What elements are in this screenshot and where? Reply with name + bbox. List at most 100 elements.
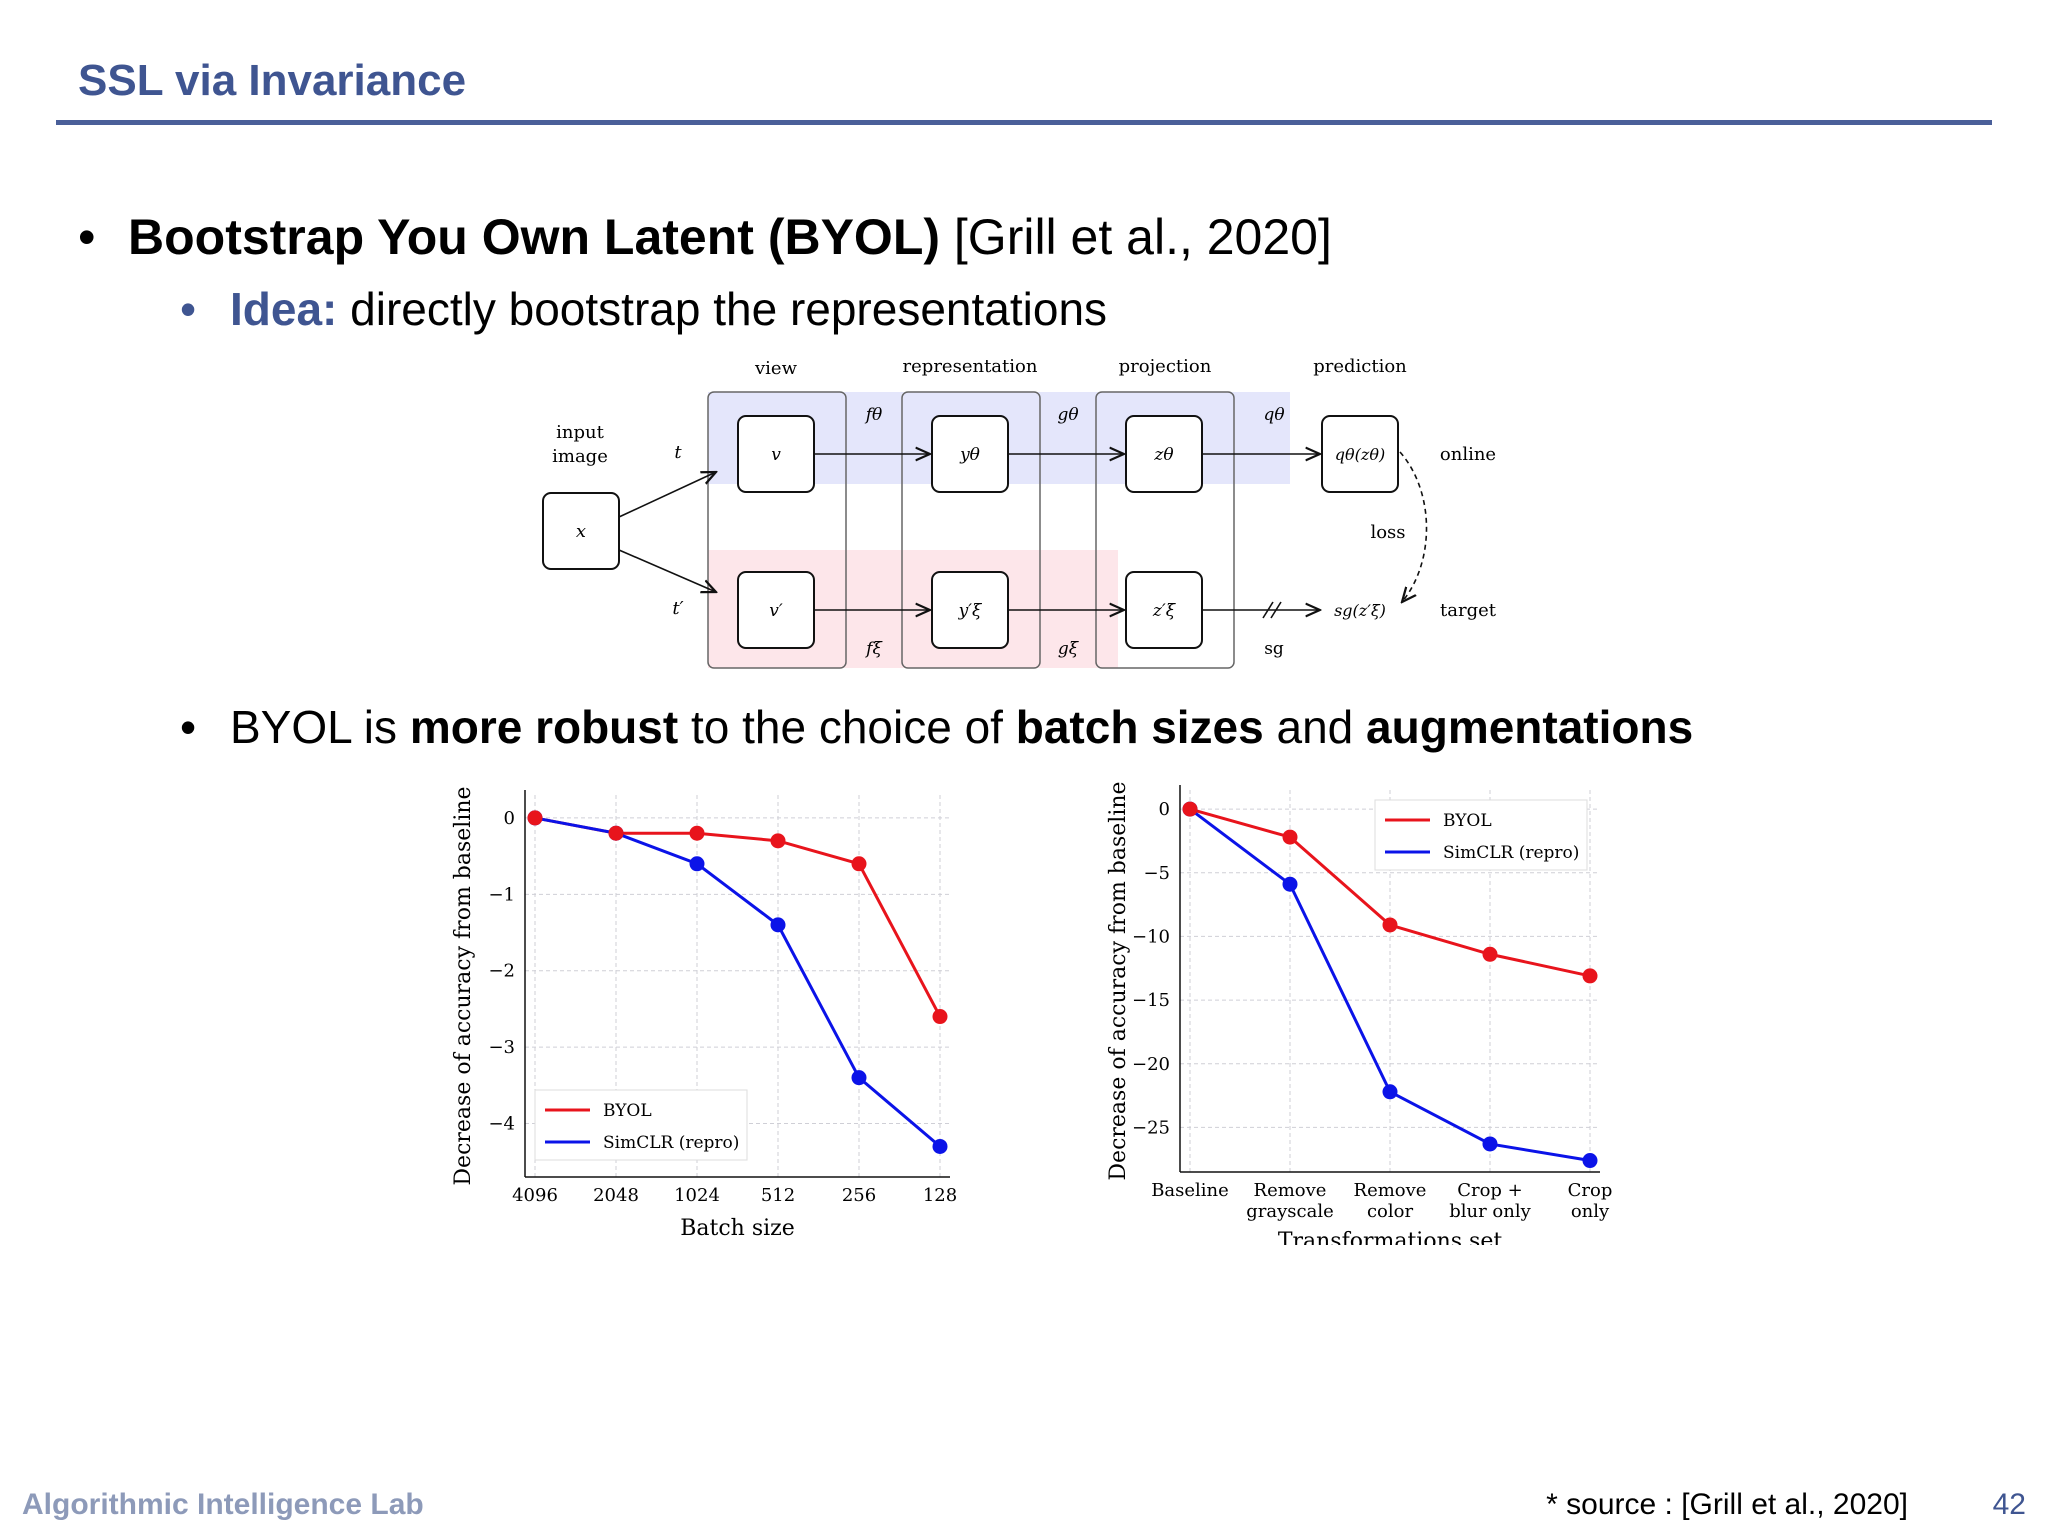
legend-label: SimCLR (repro) [1443,843,1579,863]
view-column [707,391,847,669]
y-tick-label: 0 [504,808,515,829]
bullet-byol: • Bootstrap You Own Latent (BYOL) [Grill… [78,208,1332,266]
target-fn-sg: sg [1264,639,1284,659]
x-tick-label: 512 [761,1185,795,1206]
x-tick-label: Crop + blur only [1449,1180,1531,1222]
slide-title: SSL via Invariance [78,56,467,105]
y-tick-label: −3 [488,1037,515,1058]
x-tick-label: 256 [842,1185,876,1206]
x-tick-label: 128 [923,1185,957,1206]
target-sg-label: sg(z′ξ) [1334,601,1386,620]
t-prime-label: t′ [672,598,683,619]
online-node-view-label: v [771,445,781,465]
target-fn-f: fξ [864,639,883,659]
online-node-prediction-label: qθ(zθ) [1335,445,1385,464]
y-tick-label: −5 [1143,863,1170,884]
y-axis-label: Decrease of accuracy from baseline [1106,781,1131,1180]
y-tick-label: −25 [1132,1117,1170,1138]
bullet-idea-text: directly bootstrap the representations [337,283,1108,335]
page-number: 42 [1992,1488,2026,1521]
target-node-view-label: v′ [769,601,783,621]
y-tick-label: −20 [1132,1054,1170,1075]
data-point-byol [1582,968,1598,984]
data-point-simclr-repro- [1382,1084,1398,1100]
online-node-representation-label: yθ [959,445,980,465]
representation-column [901,391,1041,669]
bullet-byol-citation: [Grill et al., 2020] [940,209,1332,265]
legend-box [534,1089,748,1161]
data-point-byol [1482,946,1498,962]
loss-label: loss [1370,522,1405,543]
online-fn-g: gθ [1057,405,1078,425]
header-prediction: prediction [1313,356,1407,377]
footer-source: * source : [Grill et al., 2020] [1546,1488,1908,1521]
target-node-representation-label: y′ξ [958,601,983,621]
legend-label: BYOL [1443,811,1492,831]
legend-label: BYOL [603,1101,652,1121]
target-label: target [1440,600,1497,621]
data-point-simclr-repro- [1282,876,1298,892]
data-point-byol [608,825,624,841]
series-line-simclr-repro- [534,816,941,1148]
bullet-dot: • [180,283,197,335]
data-point-byol [932,1009,948,1025]
stop-gradient-mark-1 [1262,601,1274,619]
y-tick-label: −10 [1132,926,1170,947]
data-point-byol [770,833,786,849]
footer-lab-name: Algorithmic Intelligence Lab [22,1488,424,1521]
bullet-dot: • [180,701,197,753]
x-axis-label: Batch size [680,1216,795,1241]
batch-size-chart: 0 −1 −2 −3 −4 4096 2048 1024 512 256 128 Batch size… [451,786,957,1241]
bullet-robust-b3: augmentations [1366,701,1694,753]
header-representation: representation [903,356,1038,377]
title-divider [56,120,1992,125]
series-line-byol [534,816,942,1018]
input-label-line1: input [556,422,604,443]
bullet-idea: • Idea: directly bootstrap the represent… [180,282,1108,336]
y-tick-label: 0 [1159,799,1170,820]
bullet-robust-b1: more robust [409,701,679,753]
x-tick-label: Remove grayscale [1246,1180,1334,1222]
data-point-byol [689,825,705,841]
target-fn-g: gξ [1058,639,1080,659]
online-node-prediction [1321,415,1399,493]
y-tick-label: −4 [488,1114,515,1135]
x-tick-label: 2048 [593,1185,639,1206]
input-node-label: x [576,521,586,542]
t-label: t [674,442,682,463]
y-tick-label: −15 [1132,990,1170,1011]
input-node [542,492,620,570]
data-point-simclr-repro- [932,1138,948,1154]
x-tick-label: 4096 [512,1185,558,1206]
x-tick-label: Crop only [1568,1180,1613,1222]
bullet-dot: • [78,209,96,265]
bullet-robust-t2: to the choice of [678,701,1016,753]
data-point-simclr-repro- [851,1070,867,1086]
byol-architecture-diagram: view representation projection predictio… [542,356,1497,669]
y-axis-label: Decrease of accuracy from baseline [451,786,476,1185]
online-fn-f: fθ [864,405,883,425]
data-point-simclr-repro- [1482,1136,1498,1152]
bullet-robust-t1: BYOL is [230,701,410,753]
data-point-simclr-repro- [1582,1153,1598,1169]
data-point-byol [527,810,543,826]
x-axis-label: Transformations set [1278,1229,1503,1245]
loss-arrow [1399,451,1428,602]
data-point-byol [851,856,867,872]
y-tick-label: −2 [488,961,515,982]
data-point-byol [1182,801,1198,817]
x-tick-label: 1024 [674,1185,720,1206]
y-tick-label: −1 [488,884,515,905]
header-view: view [754,358,798,379]
bullet-idea-label: Idea: [230,283,338,335]
data-point-simclr-repro- [770,917,786,933]
legend-label: SimCLR (repro) [603,1133,739,1153]
bullet-robust: • BYOL is more robust to the choice of b… [180,700,1694,754]
online-fn-q: qθ [1263,405,1284,425]
legend-box [1374,799,1588,871]
bullet-robust-b2: batch sizes [1015,701,1264,753]
data-point-byol [1282,829,1298,845]
transformations-chart: 0 −5 −10 −15 −20 −25 Baseline Remove grayscale Re… [1106,781,1613,1245]
data-point-byol [1382,917,1398,933]
header-projection: projection [1119,356,1212,377]
